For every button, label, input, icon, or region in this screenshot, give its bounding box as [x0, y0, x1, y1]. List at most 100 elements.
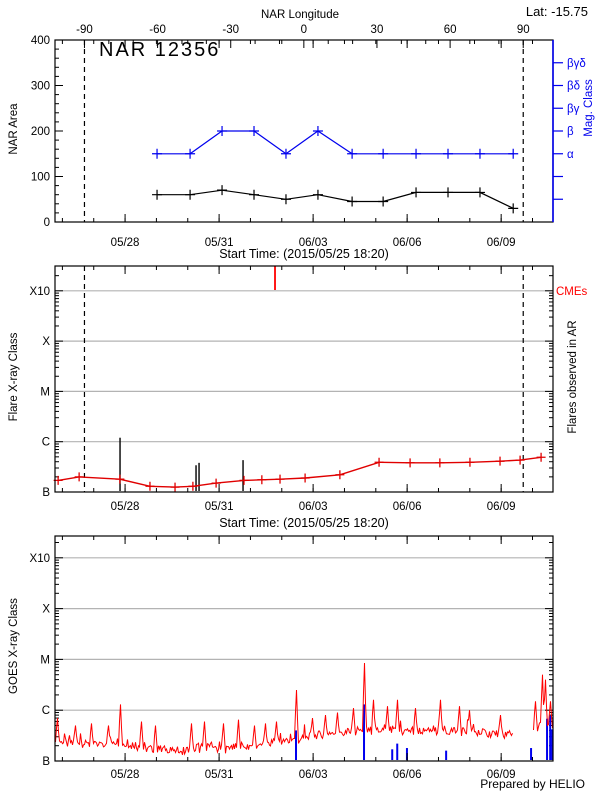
data-point-marker	[378, 196, 389, 207]
data-point-marker	[335, 470, 345, 480]
area-tick-label: 300	[31, 81, 50, 93]
date-tick-label: 06/09	[487, 501, 516, 513]
decade-tick-label: X	[42, 336, 50, 348]
longitude-tick-label: -30	[222, 24, 239, 36]
longitude-tick-label: 90	[517, 24, 530, 36]
date-tick-label: 05/31	[205, 237, 234, 249]
chart-title: NAR 12356	[99, 39, 221, 61]
data-point-marker	[280, 148, 291, 159]
data-point-marker	[74, 472, 84, 482]
decade-tick-label: X10	[30, 553, 50, 565]
flare-panel: B C M X X10 05/28 05/31 06/03 06/06 06/09	[30, 265, 554, 513]
start-time-label-mid: Start Time: (2015/05/25 18:20)	[219, 516, 389, 530]
decade-tick-label: X	[42, 604, 50, 616]
mag-class-series	[157, 130, 514, 155]
date-tick-label: 05/28	[111, 237, 140, 249]
data-point-marker	[495, 456, 505, 466]
panel-border	[54, 265, 554, 493]
date-tick-label: 06/03	[299, 501, 328, 513]
longitude-tick-label: 30	[371, 24, 384, 36]
data-point-marker	[188, 481, 198, 491]
date-tick-label: 05/31	[205, 501, 234, 513]
decade-tick-label: X10	[30, 286, 50, 298]
date-tick-label: 05/28	[111, 501, 140, 513]
data-point-marker	[411, 187, 422, 198]
data-point-marker	[405, 458, 415, 468]
date-tick-label: 06/09	[487, 237, 516, 249]
data-point-marker	[249, 126, 260, 136]
longitude-tick-label: -60	[149, 24, 166, 36]
longitude-tick-label: -90	[76, 24, 93, 36]
data-point-marker	[152, 189, 163, 200]
start-time-label-top: Start Time: (2015/05/25 18:20)	[219, 247, 389, 261]
latitude-label: Lat: -15.75	[525, 4, 588, 19]
date-tick-label: 06/03	[299, 769, 328, 781]
data-point-marker	[347, 196, 358, 207]
area-tick-label: 200	[31, 126, 50, 138]
decade-tick-label: B	[42, 756, 50, 768]
date-tick-label: 06/03	[299, 237, 328, 249]
goes-class-axis-title: GOES X-ray Class	[8, 598, 20, 694]
data-point-marker	[275, 474, 285, 484]
data-point-marker	[474, 187, 485, 198]
data-point-marker	[170, 482, 180, 492]
data-point-marker	[435, 458, 445, 468]
mag-class-tick-label: βδ	[567, 81, 580, 93]
panel-border	[54, 535, 554, 762]
data-point-marker	[474, 148, 485, 159]
cmes-label: CMEs	[556, 286, 588, 298]
data-point-marker	[374, 457, 384, 467]
mag-class-tick-label: βγδ	[567, 58, 586, 70]
data-point-marker	[465, 457, 475, 467]
mag-class-tick-label: α	[567, 149, 574, 161]
date-tick-label: 05/31	[205, 769, 234, 781]
date-tick-label: 06/06	[393, 237, 422, 249]
data-point-marker	[239, 475, 249, 485]
longitude-tick-label: 60	[444, 24, 457, 36]
area-tick-label: 0	[44, 217, 50, 229]
area-tick-label: 100	[31, 172, 50, 184]
date-tick-label: 06/09	[487, 769, 516, 781]
data-point-marker	[515, 455, 525, 465]
data-point-marker	[378, 148, 389, 159]
data-point-marker	[152, 148, 163, 159]
decade-tick-label: C	[42, 705, 50, 717]
area-panel: 0 100 200 300 400 αβ βγ βδ βγδ -90 -60 -30 0 30 60 90 05…	[31, 24, 586, 249]
decade-tick-label: C	[42, 437, 50, 449]
data-point-marker	[300, 473, 310, 483]
data-point-marker	[443, 187, 454, 198]
data-point-marker	[312, 189, 323, 200]
data-point-marker	[257, 475, 267, 485]
nar-area-axis-title: NAR Area	[8, 103, 20, 155]
area-tick-label: 400	[31, 35, 50, 47]
data-point-marker	[411, 148, 422, 159]
data-point-marker	[211, 478, 221, 488]
date-tick-label: 05/28	[111, 769, 140, 781]
decade-tick-label: B	[42, 487, 50, 499]
panel-border	[54, 39, 554, 223]
nar-area-series	[157, 189, 514, 209]
date-tick-label: 06/06	[393, 769, 422, 781]
goes-flux-series	[55, 662, 553, 756]
data-point-marker	[508, 203, 519, 214]
data-point-marker	[536, 452, 546, 462]
data-point-marker	[185, 148, 196, 159]
credit-label: Prepared by HELIO	[480, 777, 585, 791]
data-point-marker	[145, 481, 155, 491]
date-tick-label: 06/06	[393, 501, 422, 513]
mag-class-tick-label: βγ	[567, 103, 580, 115]
data-point-marker	[115, 474, 125, 484]
flares-observed-axis-title: Flares observed in AR	[567, 320, 579, 434]
data-point-marker	[280, 194, 291, 205]
data-point-marker	[217, 185, 228, 196]
data-point-marker	[249, 189, 260, 200]
goes-panel: B C M X X10 05/28 05/31 06/03 06/06 06/09	[30, 535, 554, 781]
data-point-marker	[347, 148, 358, 159]
data-point-marker	[185, 189, 196, 200]
data-point-marker	[443, 148, 454, 159]
decade-tick-label: M	[40, 386, 50, 398]
data-point-marker	[312, 126, 323, 136]
decade-tick-label: M	[40, 654, 50, 666]
